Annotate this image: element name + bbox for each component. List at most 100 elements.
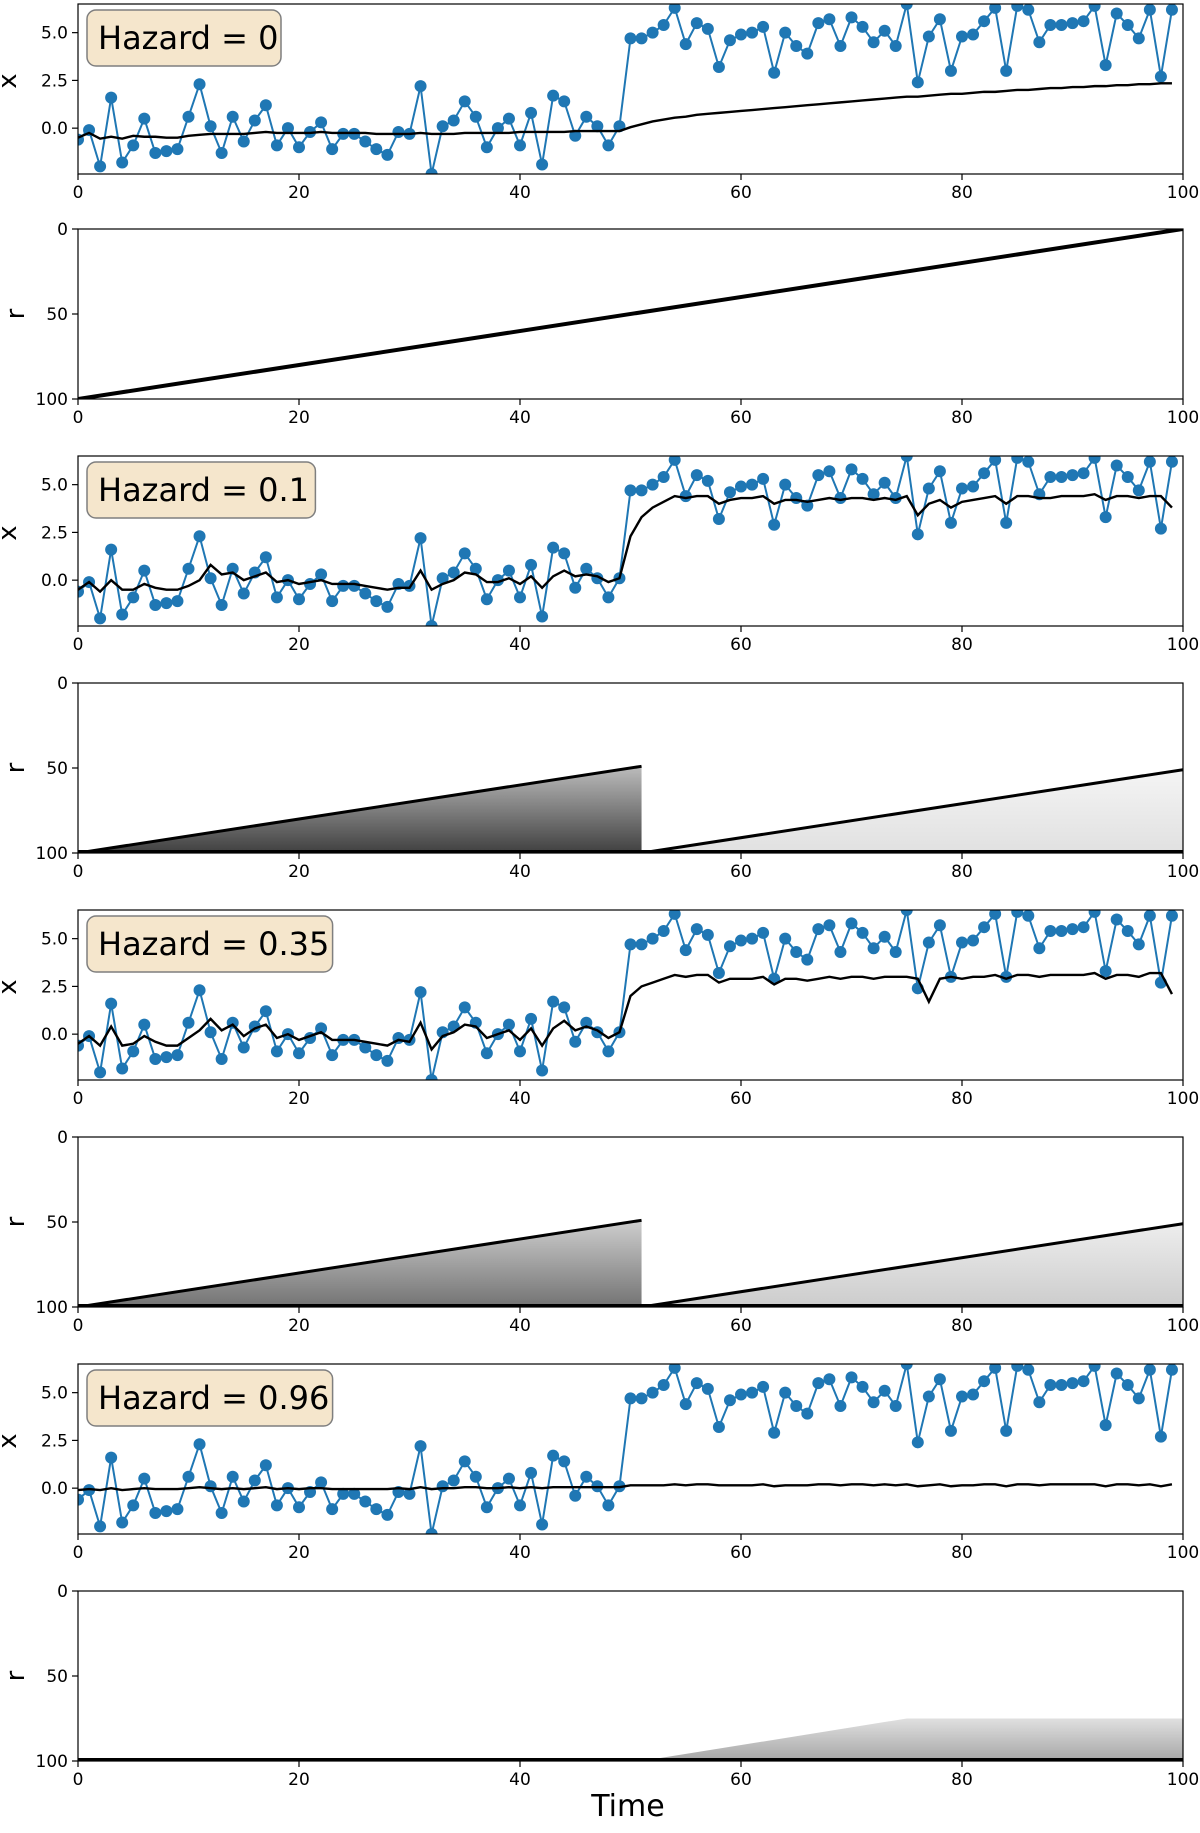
x-tick-label: 80 <box>951 1770 973 1790</box>
observation-point <box>801 47 814 60</box>
x-tick-label: 40 <box>509 1316 531 1336</box>
observation-point <box>712 513 725 526</box>
observation-point <box>1165 456 1178 468</box>
x-tick-label: 20 <box>288 408 310 428</box>
observation-point <box>1000 1424 1013 1437</box>
observation-point <box>757 20 770 33</box>
observation-point <box>392 125 405 138</box>
run-length-heatmap <box>78 1718 1183 1761</box>
observation-point <box>1033 36 1046 49</box>
observation-point <box>1132 1392 1145 1405</box>
hazard-label: Hazard = 0 <box>98 19 279 57</box>
observation-point <box>812 923 825 936</box>
y-tick-label: 2.5 <box>41 1431 68 1451</box>
observation-point <box>237 587 250 600</box>
observation-point <box>823 13 836 26</box>
observation-point <box>116 1062 129 1075</box>
observation-point <box>491 122 504 135</box>
hazard-label: Hazard = 0.35 <box>98 925 329 963</box>
y-tick-label: 100 <box>36 1752 68 1772</box>
observation-point <box>502 1018 515 1031</box>
observation-point <box>1044 19 1057 32</box>
observation-point <box>889 946 902 959</box>
observation-point <box>1099 59 1112 72</box>
x-tick-label: 20 <box>288 1770 310 1790</box>
observation-point <box>856 472 869 485</box>
observation-point <box>933 919 946 932</box>
observation-point <box>116 1516 129 1529</box>
observation-point <box>856 926 869 939</box>
observation-point <box>978 15 991 28</box>
y-tick-label: 50 <box>46 1213 68 1233</box>
observation-point <box>547 995 560 1008</box>
observation-point <box>723 34 736 47</box>
observation-point <box>558 1455 571 1468</box>
observation-point <box>226 1470 239 1483</box>
observation-point <box>657 1379 670 1392</box>
observation-point <box>580 1016 593 1029</box>
observation-point <box>381 1508 394 1521</box>
observation-line <box>78 4 1173 174</box>
observation-point <box>1055 925 1068 938</box>
observation-point <box>1143 1364 1156 1376</box>
observation-point <box>525 106 538 119</box>
observation-point <box>723 486 736 499</box>
observation-point <box>1088 1364 1101 1372</box>
observation-point <box>525 558 538 571</box>
observation-point <box>1165 1364 1178 1376</box>
observation-point <box>624 484 637 497</box>
observation-point <box>259 1459 272 1472</box>
observation-point <box>1033 1396 1046 1409</box>
observation-point <box>105 91 118 104</box>
observation-point <box>911 76 924 89</box>
x-tick-label: 0 <box>73 183 84 203</box>
observation-point <box>1110 1367 1123 1380</box>
observation-point <box>160 1051 173 1064</box>
x-tick-label: 60 <box>730 183 752 203</box>
observation-point <box>668 456 681 466</box>
x-panel-0: 5.0 2.5 0.0 0 20 40 60 80 100 x Hazard = 0 <box>0 3 1199 203</box>
observation-point <box>823 1373 836 1386</box>
observation-point <box>502 112 515 125</box>
x-tick-label: 0 <box>73 1770 84 1790</box>
observation-point <box>193 1438 206 1451</box>
x-tick-label: 100 <box>1167 408 1199 428</box>
observation-point <box>447 1474 460 1487</box>
observation-point <box>757 926 770 939</box>
observation-point <box>1022 1364 1035 1376</box>
observation-point <box>447 114 460 127</box>
x-tick-label: 100 <box>1167 635 1199 655</box>
y-axis-label: x <box>0 73 23 88</box>
observation-point <box>469 1470 482 1483</box>
y-tick-label: 0 <box>57 674 68 694</box>
observation-point <box>248 1474 261 1487</box>
observation-point <box>1165 4 1178 16</box>
observation-point <box>967 1388 980 1401</box>
observation-point <box>922 30 935 43</box>
observation-point <box>580 562 593 575</box>
x-tick-label: 80 <box>951 1316 973 1336</box>
y-axis-label: r <box>1 1216 31 1227</box>
x-tick-label: 80 <box>951 635 973 655</box>
observation-point <box>967 28 980 41</box>
observation-point <box>933 1373 946 1386</box>
observation-line <box>78 910 1173 1080</box>
observation-point <box>889 40 902 53</box>
observation-point <box>1132 484 1145 497</box>
observation-point <box>1110 459 1123 472</box>
observation-point <box>602 591 615 604</box>
observation-point <box>889 1400 902 1413</box>
observation-point <box>127 1499 140 1512</box>
observation-point <box>779 1386 792 1399</box>
observation-point <box>989 1364 1002 1374</box>
observation-point <box>237 135 250 148</box>
observation-point <box>270 1045 283 1058</box>
observation-point <box>381 1054 394 1067</box>
observation-point <box>989 4 1002 14</box>
observation-point <box>856 20 869 33</box>
observation-point <box>326 1049 339 1062</box>
observation-point <box>790 946 803 959</box>
x-tick-label: 100 <box>1167 1770 1199 1790</box>
observation-point <box>1099 965 1112 978</box>
